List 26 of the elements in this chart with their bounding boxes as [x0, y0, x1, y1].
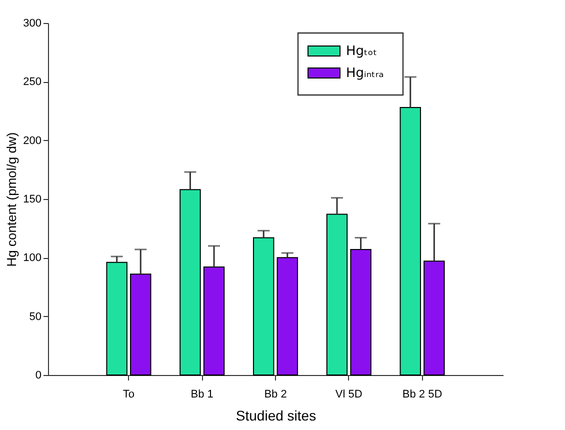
bar [203, 266, 225, 376]
bar [276, 257, 298, 376]
x-tick-label: Bb 2 [264, 388, 287, 400]
x-axis-title: Studied sites [236, 408, 316, 424]
x-tick-label: Vl 5D [335, 388, 362, 400]
y-tick-label: 100 [23, 252, 42, 264]
legend-label: Hgᵢₙₜᵣₐ [346, 66, 384, 81]
x-tick-label: To [122, 388, 135, 400]
y-tick-label: 150 [23, 194, 42, 206]
bar [350, 248, 372, 376]
bar [180, 189, 201, 376]
x-tick-label: Bb 1 [190, 388, 214, 400]
y-tick-label: 250 [23, 76, 42, 88]
bar [424, 260, 445, 376]
y-tick-label: 200 [23, 134, 42, 147]
x-tick-label: Bb 2 5D [402, 388, 442, 400]
bar [106, 262, 128, 376]
legend-label: Hgₜₒₜ [346, 44, 378, 59]
y-tick-label: 300 [23, 18, 42, 30]
y-axis-title: Hg content (pmol/g dw) [4, 132, 20, 267]
y-tick-label: 0 [35, 370, 42, 382]
bar [130, 274, 152, 376]
y-tick-label: 50 [29, 310, 42, 323]
bar [326, 214, 348, 376]
bar [400, 106, 421, 376]
bar [252, 237, 274, 376]
